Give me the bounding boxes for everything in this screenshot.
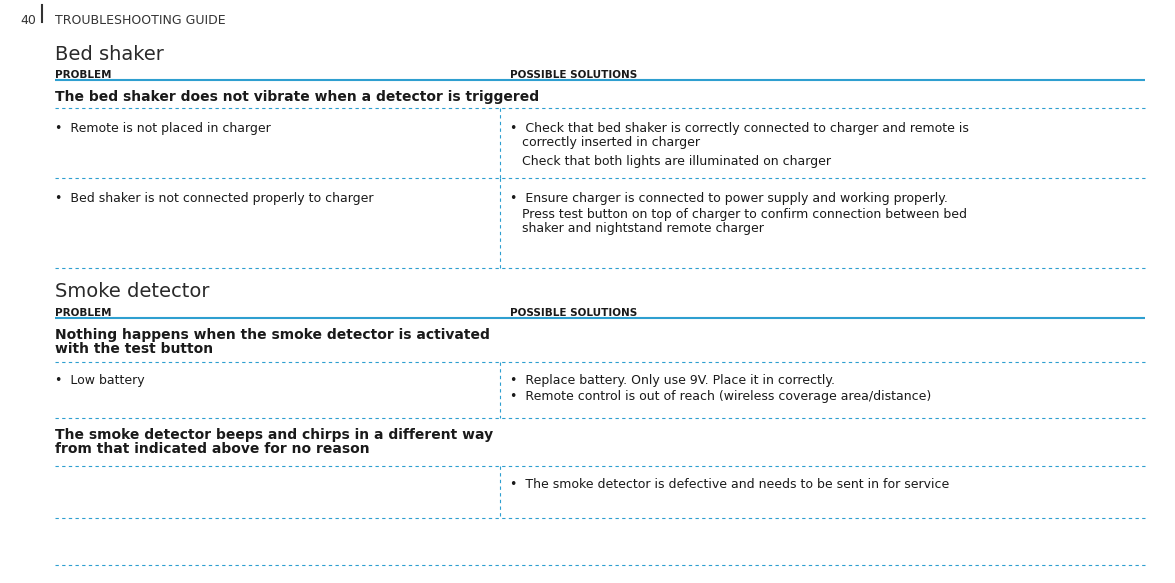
Text: PROBLEM: PROBLEM <box>55 308 112 318</box>
Text: from that indicated above for no reason: from that indicated above for no reason <box>55 442 370 456</box>
Text: •  Remote is not placed in charger: • Remote is not placed in charger <box>55 122 270 135</box>
Text: correctly inserted in charger: correctly inserted in charger <box>522 136 700 149</box>
Text: TROUBLESHOOTING GUIDE: TROUBLESHOOTING GUIDE <box>55 14 226 27</box>
Text: •  Bed shaker is not connected properly to charger: • Bed shaker is not connected properly t… <box>55 192 374 205</box>
Text: •  Ensure charger is connected to power supply and working properly.: • Ensure charger is connected to power s… <box>510 192 948 205</box>
Text: The smoke detector beeps and chirps in a different way: The smoke detector beeps and chirps in a… <box>55 428 494 442</box>
Text: •  The smoke detector is defective and needs to be sent in for service: • The smoke detector is defective and ne… <box>510 478 949 491</box>
Text: •  Remote control is out of reach (wireless coverage area/distance): • Remote control is out of reach (wirele… <box>510 390 932 403</box>
Text: Check that both lights are illuminated on charger: Check that both lights are illuminated o… <box>522 155 831 168</box>
Text: PROBLEM: PROBLEM <box>55 70 112 80</box>
Text: The bed shaker does not vibrate when a detector is triggered: The bed shaker does not vibrate when a d… <box>55 90 539 104</box>
Text: •  Low battery: • Low battery <box>55 374 145 387</box>
Text: Press test button on top of charger to confirm connection between bed: Press test button on top of charger to c… <box>522 208 967 221</box>
Text: •  Check that bed shaker is correctly connected to charger and remote is: • Check that bed shaker is correctly con… <box>510 122 969 135</box>
Text: with the test button: with the test button <box>55 342 213 356</box>
Text: POSSIBLE SOLUTIONS: POSSIBLE SOLUTIONS <box>510 308 637 318</box>
Text: shaker and nightstand remote charger: shaker and nightstand remote charger <box>522 222 764 235</box>
Text: POSSIBLE SOLUTIONS: POSSIBLE SOLUTIONS <box>510 70 637 80</box>
Text: •  Replace battery. Only use 9V. Place it in correctly.: • Replace battery. Only use 9V. Place it… <box>510 374 835 387</box>
Text: Nothing happens when the smoke detector is activated: Nothing happens when the smoke detector … <box>55 328 490 342</box>
Text: Smoke detector: Smoke detector <box>55 282 209 301</box>
Text: 40: 40 <box>20 14 36 27</box>
Text: Bed shaker: Bed shaker <box>55 45 163 64</box>
